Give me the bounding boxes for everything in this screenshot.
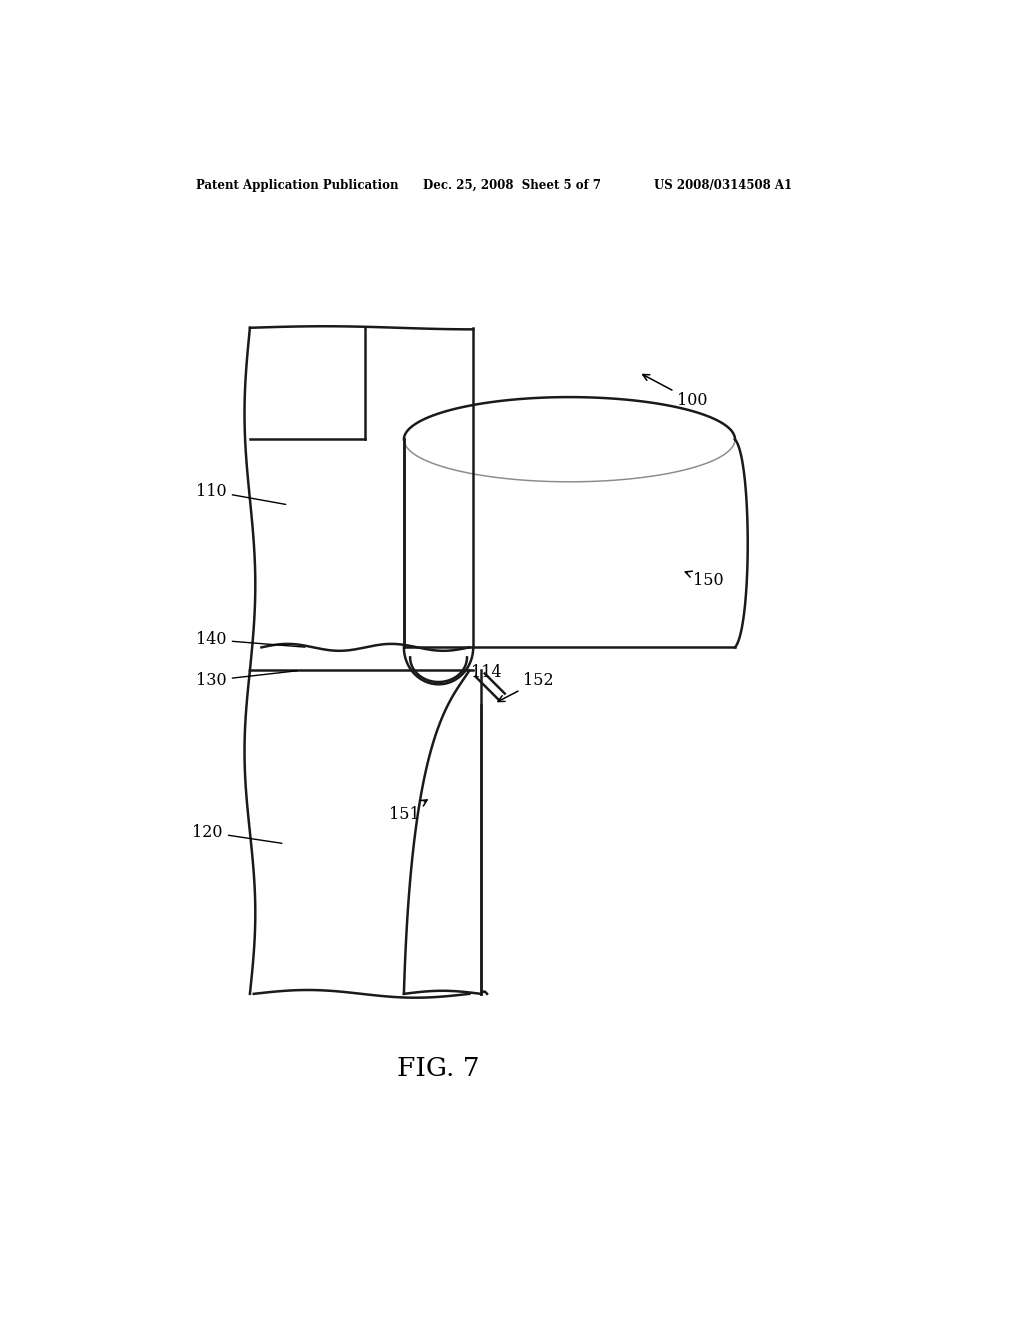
Text: 130: 130 (197, 671, 297, 689)
Text: 150: 150 (685, 572, 723, 589)
Text: 151: 151 (388, 800, 427, 822)
Text: Patent Application Publication: Patent Application Publication (196, 178, 398, 191)
Text: 110: 110 (197, 483, 286, 504)
Text: Dec. 25, 2008  Sheet 5 of 7: Dec. 25, 2008 Sheet 5 of 7 (423, 178, 601, 191)
Text: 140: 140 (197, 631, 305, 648)
Text: US 2008/0314508 A1: US 2008/0314508 A1 (654, 178, 793, 191)
Text: 152: 152 (498, 672, 554, 701)
Text: 120: 120 (193, 824, 282, 843)
Text: 114: 114 (471, 664, 502, 681)
Text: 100: 100 (643, 375, 708, 409)
Text: FIG. 7: FIG. 7 (397, 1056, 480, 1081)
